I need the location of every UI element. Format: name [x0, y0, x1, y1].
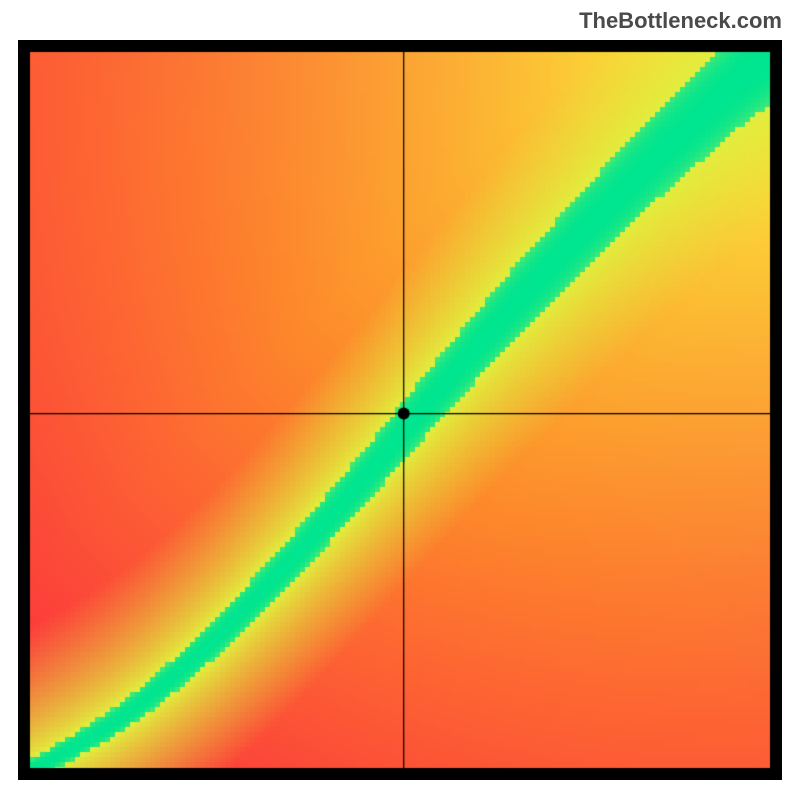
watermark-text: TheBottleneck.com: [579, 8, 782, 34]
heatmap-wrap: [18, 40, 782, 780]
chart-container: TheBottleneck.com: [0, 0, 800, 800]
heatmap-canvas: [18, 40, 782, 780]
